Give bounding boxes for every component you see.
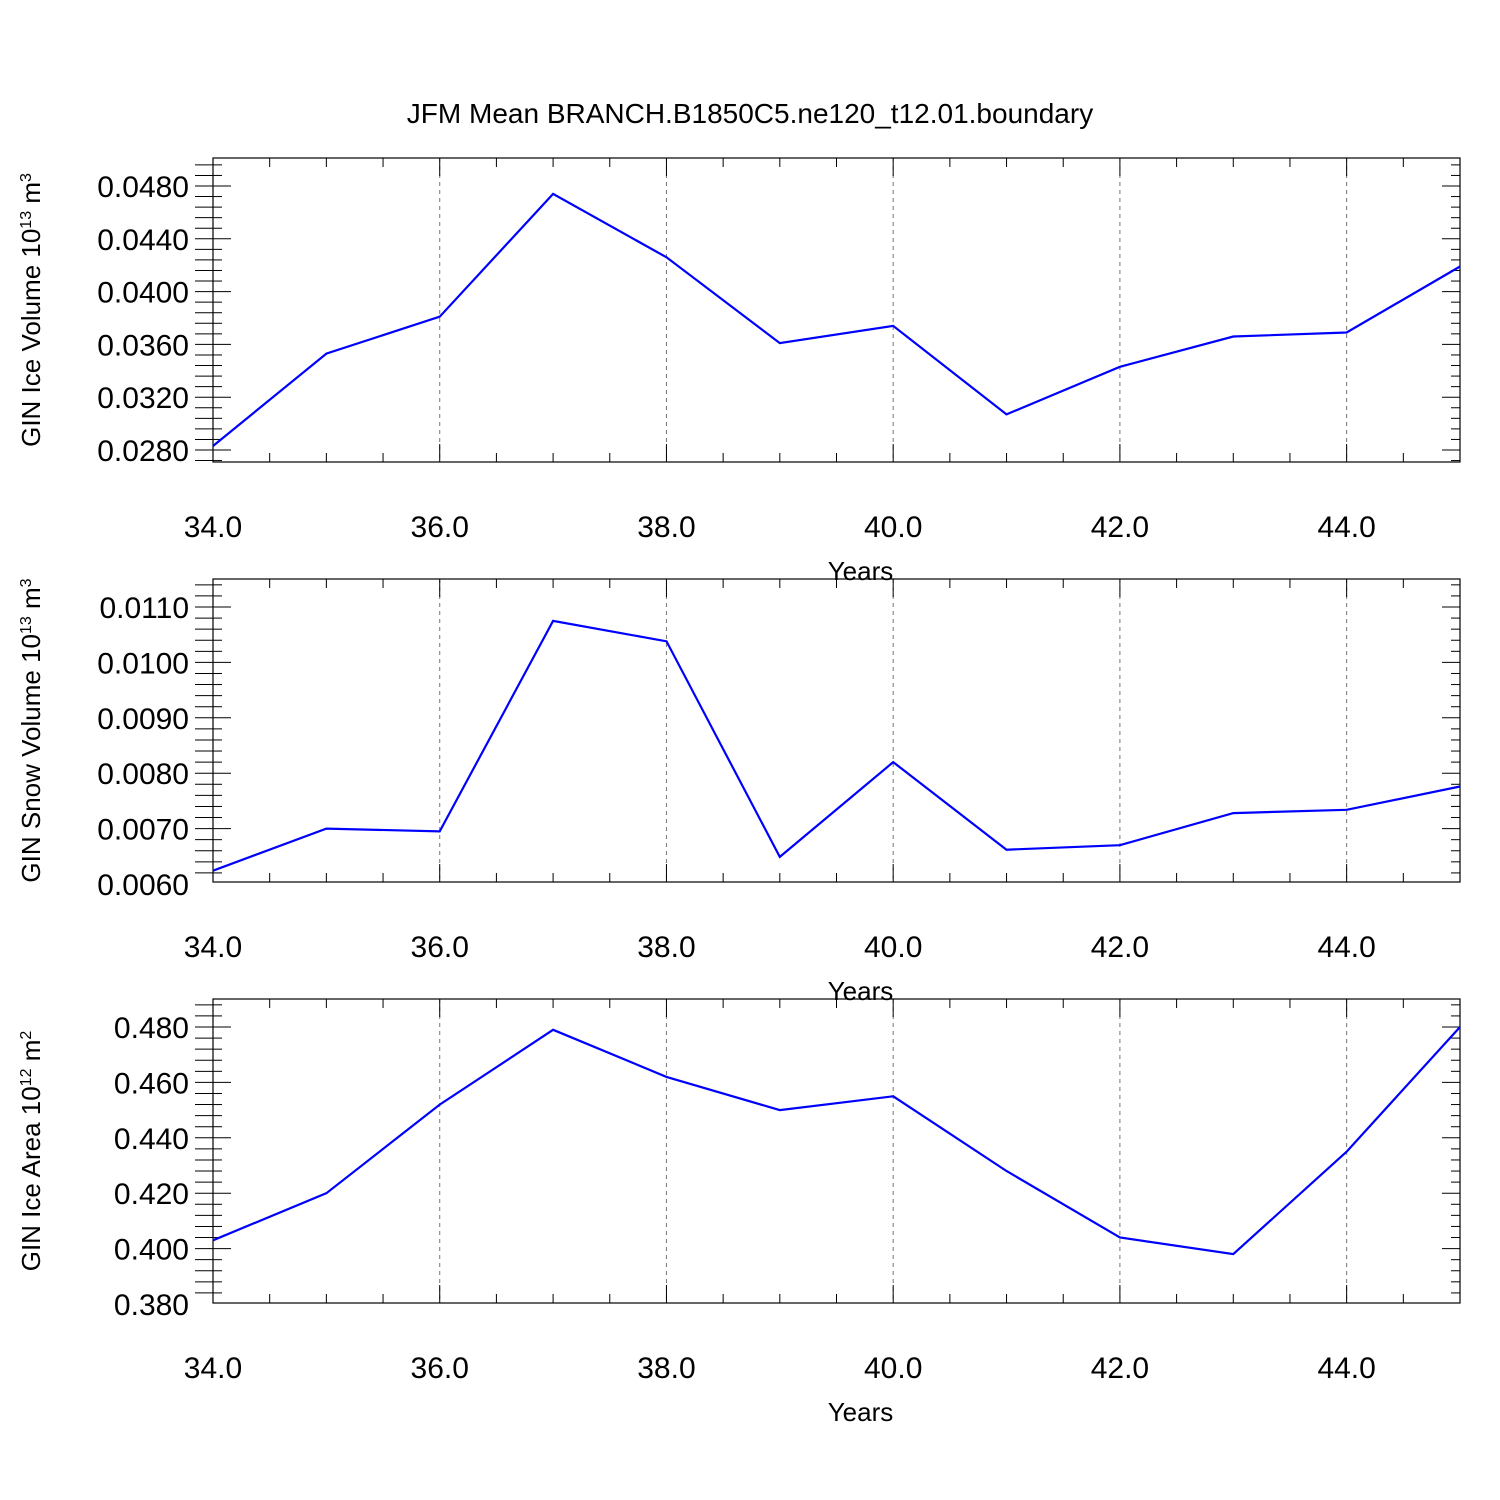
x-tick-label: 34.0	[184, 1352, 242, 1385]
panel-3: 0.380 0.400 0.420 0.440 0.460 0.480 34.0 36.0 38…	[16, 998, 1461, 1427]
y-tick-label: 0.460	[114, 1067, 189, 1100]
y-axis-title-superscript: 13	[18, 616, 35, 634]
y-tick-label: 0.0110	[99, 592, 189, 625]
y-tick-label: 0.0440	[97, 224, 189, 257]
y-axis-title-text: GIN Ice Volume 10	[16, 229, 46, 447]
x-tick-label: 36.0	[411, 511, 469, 544]
y-axis-title-superscript: 12	[18, 1068, 35, 1086]
x-tick-label: 34.0	[184, 931, 242, 964]
y-axis-title-superscript: 3	[18, 578, 35, 587]
plot-frame	[212, 157, 1461, 463]
y-tick-label: 0.0400	[97, 277, 189, 310]
x-tick-label: 38.0	[637, 931, 695, 964]
plot-frame	[212, 998, 1461, 1304]
y-axis-title: GIN Ice Area 1012 m2	[16, 1031, 46, 1272]
y-axis-title-text: GIN Ice Area 10	[16, 1086, 46, 1271]
y-tick-label: 0.0360	[97, 329, 189, 362]
series-line	[212, 1026, 1461, 1256]
x-tick-label: 34.0	[184, 511, 242, 544]
y-tick-label: 0.0100	[97, 647, 189, 680]
y-tick-label: 0.0320	[97, 382, 189, 415]
y-axis-title: GIN Snow Volume 1013 m3	[16, 578, 46, 882]
x-tick-label: 44.0	[1317, 1352, 1375, 1385]
x-axis-title: Years	[828, 556, 894, 586]
x-tick-label: 40.0	[864, 511, 922, 544]
y-axis-title-superscript: 2	[18, 1031, 35, 1040]
y-axis-title-text: m	[16, 587, 46, 616]
series-line	[212, 192, 1461, 447]
chart-title: JFM Mean BRANCH.B1850C5.ne120_t12.01.bou…	[407, 98, 1093, 129]
y-tick-label: 0.0280	[97, 435, 189, 468]
y-axis-title: GIN Ice Volume 1013 m3	[16, 173, 46, 447]
y-tick-label: 0.380	[114, 1289, 189, 1322]
x-tick-label: 42.0	[1091, 931, 1149, 964]
panel-2: 0.0060 0.0070 0.0080 0.0090 0.0100 0.0110 34.0…	[16, 578, 1461, 1006]
y-tick-label: 0.0080	[97, 758, 189, 791]
x-tick-label: 40.0	[864, 931, 922, 964]
y-tick-label: 0.0060	[97, 869, 189, 902]
y-axis-title-superscript: 3	[18, 173, 35, 182]
x-tick-label: 38.0	[637, 1352, 695, 1385]
y-tick-label: 0.0480	[97, 171, 189, 204]
x-tick-label: 36.0	[411, 1352, 469, 1385]
series-line	[212, 619, 1461, 872]
y-axis-title-text: GIN Snow Volume 10	[16, 634, 46, 883]
panels: 0.0280 0.0320 0.0360 0.0400 0.0440 0.0480 34.0…	[16, 157, 1461, 1427]
x-tick-label: 42.0	[1091, 1352, 1149, 1385]
x-tick-label: 44.0	[1317, 931, 1375, 964]
x-axis-title: Years	[828, 976, 894, 1006]
plot-frame	[212, 578, 1461, 883]
y-tick-label: 0.0070	[97, 814, 189, 847]
x-tick-label: 44.0	[1317, 511, 1375, 544]
y-axis-title-text: m	[16, 182, 46, 211]
x-axis-title: Years	[828, 1397, 894, 1427]
x-tick-label: 38.0	[637, 511, 695, 544]
y-tick-label: 0.400	[114, 1234, 189, 1267]
x-tick-label: 40.0	[864, 1352, 922, 1385]
y-axis-title-superscript: 13	[18, 211, 35, 229]
y-tick-label: 0.480	[114, 1012, 189, 1045]
y-tick-label: 0.0090	[97, 703, 189, 736]
x-tick-label: 42.0	[1091, 511, 1149, 544]
y-tick-label: 0.440	[114, 1123, 189, 1156]
y-tick-label: 0.420	[114, 1178, 189, 1211]
y-axis-title-text: m	[16, 1040, 46, 1069]
panel-1: 0.0280 0.0320 0.0360 0.0400 0.0440 0.0480 34.0…	[16, 157, 1461, 586]
x-tick-label: 36.0	[411, 931, 469, 964]
